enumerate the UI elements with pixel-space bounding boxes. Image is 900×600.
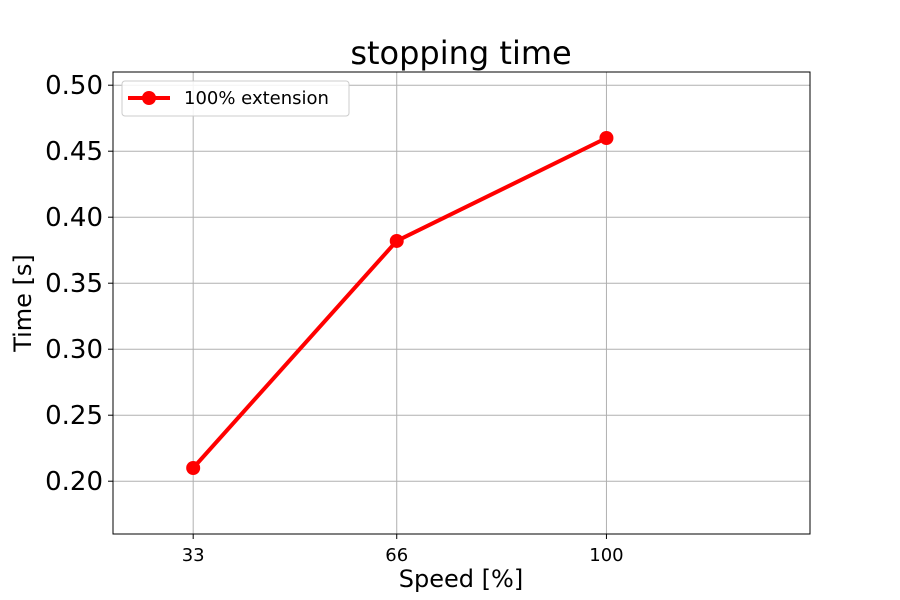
y-tick-label: 0.40: [45, 203, 103, 233]
grid-layer: [113, 72, 810, 534]
series-layer: [186, 131, 614, 475]
data-point: [186, 461, 201, 475]
x-tick-label: 100: [589, 545, 623, 566]
series-line: [191, 136, 608, 470]
y-tick-label: 0.25: [45, 401, 103, 431]
ticks-layer: 0.20 0.25 0.30 0.35 0.40 0.45 0.50 33 66 100: [45, 71, 624, 566]
legend-box: [121, 80, 350, 117]
x-axis-label: Speed [%]: [399, 565, 523, 593]
x-tick-label: 66: [385, 545, 408, 566]
y-tick-label: 0.50: [45, 71, 103, 101]
plot-frame: [112, 71, 811, 535]
y-tick-label: 0.20: [45, 467, 103, 497]
y-tick-label: 0.45: [45, 137, 103, 167]
legend: 100% extension: [121, 80, 350, 117]
y-tick-label: 0.30: [45, 335, 103, 365]
x-tick-label: 33: [182, 545, 205, 566]
data-point: [389, 233, 404, 248]
legend-label: 100% extension: [184, 88, 329, 109]
data-point: [599, 131, 614, 145]
y-axis-label: Time [s]: [9, 254, 37, 353]
chart-title: stopping time: [350, 34, 571, 72]
y-tick-label: 0.35: [45, 269, 103, 299]
legend-marker-swatch: [142, 91, 156, 105]
